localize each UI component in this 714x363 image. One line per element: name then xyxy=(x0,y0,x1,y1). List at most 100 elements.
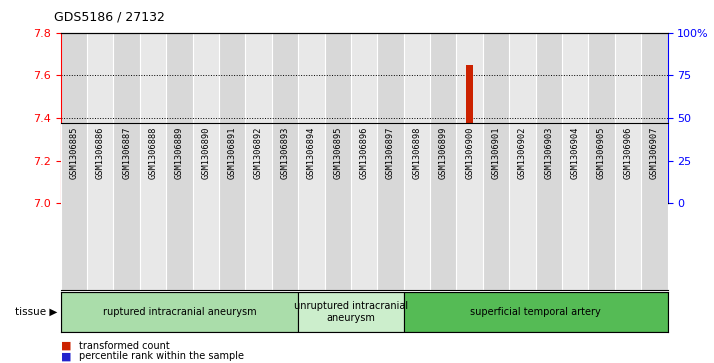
Bar xyxy=(440,195,446,203)
Bar xyxy=(351,33,377,203)
Text: GSM1306907: GSM1306907 xyxy=(650,127,659,179)
Bar xyxy=(114,33,140,203)
Bar xyxy=(140,123,166,290)
Bar xyxy=(520,191,525,203)
Bar xyxy=(403,292,668,332)
Bar xyxy=(151,186,156,203)
Text: ■: ■ xyxy=(61,351,71,362)
Text: GSM1306897: GSM1306897 xyxy=(386,127,395,179)
Bar xyxy=(71,195,77,203)
Bar xyxy=(246,33,272,203)
Bar xyxy=(325,33,351,203)
Bar xyxy=(176,195,183,203)
Bar xyxy=(403,33,430,203)
Text: unruptured intracranial
aneurysm: unruptured intracranial aneurysm xyxy=(294,301,408,323)
Bar xyxy=(519,195,526,203)
Bar xyxy=(166,33,193,203)
Bar xyxy=(536,123,562,290)
Bar xyxy=(256,188,261,203)
Bar xyxy=(599,189,604,203)
Bar xyxy=(230,188,235,203)
Bar xyxy=(403,123,430,290)
Bar xyxy=(87,33,114,203)
Bar xyxy=(509,33,536,203)
Bar xyxy=(625,193,631,203)
Bar xyxy=(466,65,473,203)
Bar xyxy=(641,33,668,203)
Bar xyxy=(272,123,298,290)
Bar xyxy=(545,191,552,203)
Bar xyxy=(219,123,246,290)
Bar xyxy=(377,33,403,203)
Text: GDS5186 / 27132: GDS5186 / 27132 xyxy=(54,11,164,24)
Bar xyxy=(456,33,483,203)
Bar xyxy=(203,186,209,203)
Text: GSM1306896: GSM1306896 xyxy=(360,127,368,179)
Bar xyxy=(97,199,104,203)
Bar xyxy=(588,123,615,290)
Text: GSM1306900: GSM1306900 xyxy=(466,127,474,179)
Bar xyxy=(193,123,219,290)
Bar xyxy=(625,188,630,203)
Bar xyxy=(641,123,668,290)
Bar xyxy=(193,33,219,203)
Text: tissue ▶: tissue ▶ xyxy=(15,307,57,317)
Bar xyxy=(509,123,536,290)
Bar xyxy=(61,123,87,290)
Bar xyxy=(114,123,140,290)
Bar xyxy=(124,195,130,203)
Bar xyxy=(283,195,287,203)
Bar xyxy=(483,33,509,203)
Bar xyxy=(562,33,588,203)
Bar xyxy=(362,179,366,203)
Bar xyxy=(351,123,377,290)
Bar xyxy=(87,123,114,290)
Bar xyxy=(361,184,368,203)
Bar xyxy=(430,33,456,203)
Text: GSM1306898: GSM1306898 xyxy=(413,127,421,179)
Bar xyxy=(377,123,403,290)
Text: ruptured intracranial aneurysm: ruptured intracranial aneurysm xyxy=(103,307,256,317)
Bar xyxy=(573,186,578,203)
Bar xyxy=(493,188,499,203)
Bar xyxy=(309,191,313,203)
Text: GSM1306902: GSM1306902 xyxy=(518,127,527,179)
Bar xyxy=(615,123,641,290)
Text: GSM1306906: GSM1306906 xyxy=(623,127,633,179)
Bar xyxy=(140,33,166,203)
Bar xyxy=(441,189,446,203)
Bar xyxy=(61,292,298,332)
Bar xyxy=(387,184,394,203)
Text: superficial temporal artery: superficial temporal artery xyxy=(471,307,601,317)
Bar xyxy=(483,123,509,290)
Bar xyxy=(298,123,325,290)
Bar xyxy=(246,123,272,290)
Bar xyxy=(298,33,325,203)
Bar xyxy=(272,33,298,203)
Bar xyxy=(150,191,156,203)
Bar xyxy=(652,193,657,203)
Bar xyxy=(493,178,498,203)
Bar xyxy=(298,292,403,332)
Text: GSM1306891: GSM1306891 xyxy=(228,127,237,179)
Bar xyxy=(562,123,588,290)
Bar xyxy=(388,179,393,203)
Bar xyxy=(598,195,605,203)
Text: GSM1306904: GSM1306904 xyxy=(570,127,580,179)
Text: GSM1306893: GSM1306893 xyxy=(281,127,289,179)
Bar xyxy=(203,181,208,203)
Bar xyxy=(98,196,103,203)
Text: transformed count: transformed count xyxy=(79,340,169,351)
Bar xyxy=(219,33,246,203)
Bar xyxy=(166,123,193,290)
Text: GSM1306894: GSM1306894 xyxy=(307,127,316,179)
Bar xyxy=(61,33,87,203)
Text: GSM1306899: GSM1306899 xyxy=(439,127,448,179)
Bar xyxy=(430,123,456,290)
Bar xyxy=(325,123,351,290)
Bar xyxy=(546,186,551,203)
Bar xyxy=(71,189,76,203)
Bar xyxy=(651,199,658,203)
Bar xyxy=(334,186,341,203)
Bar xyxy=(467,130,472,203)
